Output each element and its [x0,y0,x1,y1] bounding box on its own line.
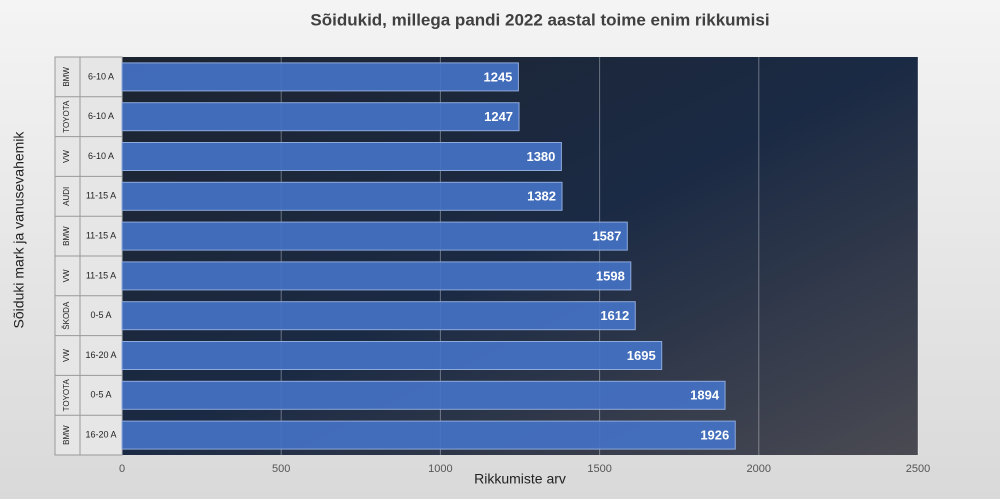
x-axis-label: Rikkumiste arv [474,471,566,487]
y-tick-label: 16-20 A [85,350,116,360]
y-tick-label: 0-5 A [90,310,111,320]
x-tick-label: 2500 [906,463,930,475]
bar [121,221,628,251]
brand-label: VW [62,150,71,163]
y-tick-label: 16-20 A [85,429,116,439]
brand-label: VW [62,349,71,362]
value-label: 1247 [484,109,513,124]
y-tick-label: 6-10 A [88,151,114,161]
x-tick-label: 1000 [428,463,452,475]
brand-label: BMW [62,67,71,87]
value-label: 1894 [690,388,720,403]
value-label: 1587 [592,229,621,244]
brand-label: BMW [62,226,71,246]
value-label: 1695 [627,348,656,363]
brand-label: BMW [62,425,71,445]
y-tick-label: 11-15 A [86,230,116,240]
y-axis-label: Sõiduki mark ja vanusevahemik [11,131,27,329]
x-tick-label: 0 [119,463,125,475]
value-label: 1612 [600,308,629,323]
value-label: 1382 [527,189,556,204]
y-tick-label: 0-5 A [90,390,111,400]
bar [121,181,563,211]
x-tick-label: 1500 [587,463,611,475]
bar [121,261,632,291]
value-label: 1380 [526,149,555,164]
x-tick-label: 2000 [747,463,771,475]
bar [121,341,663,370]
bar [121,301,636,331]
bar [121,62,519,92]
brand-label: VW [62,269,71,282]
y-tick-label: 11-15 A [86,270,116,280]
value-label: 1598 [596,268,625,283]
bar [121,420,736,450]
brand-label: TOYOTA [62,100,71,133]
brand-label: AUDI [62,187,71,206]
brand-label: ŠKODA [62,301,71,330]
x-tick-label: 500 [272,463,290,475]
bar [121,380,726,410]
value-label: 1926 [700,428,729,443]
y-tick-label: 6-10 A [88,111,114,121]
bar [121,142,562,171]
y-tick-label: 6-10 A [88,71,114,81]
brand-label: TOYOTA [62,379,71,412]
y-tick-label: 11-15 A [86,191,116,201]
bar [121,102,520,132]
value-label: 1245 [483,69,512,84]
chart-title: Sõidukid, millega pandi 2022 aastal toim… [310,10,769,29]
